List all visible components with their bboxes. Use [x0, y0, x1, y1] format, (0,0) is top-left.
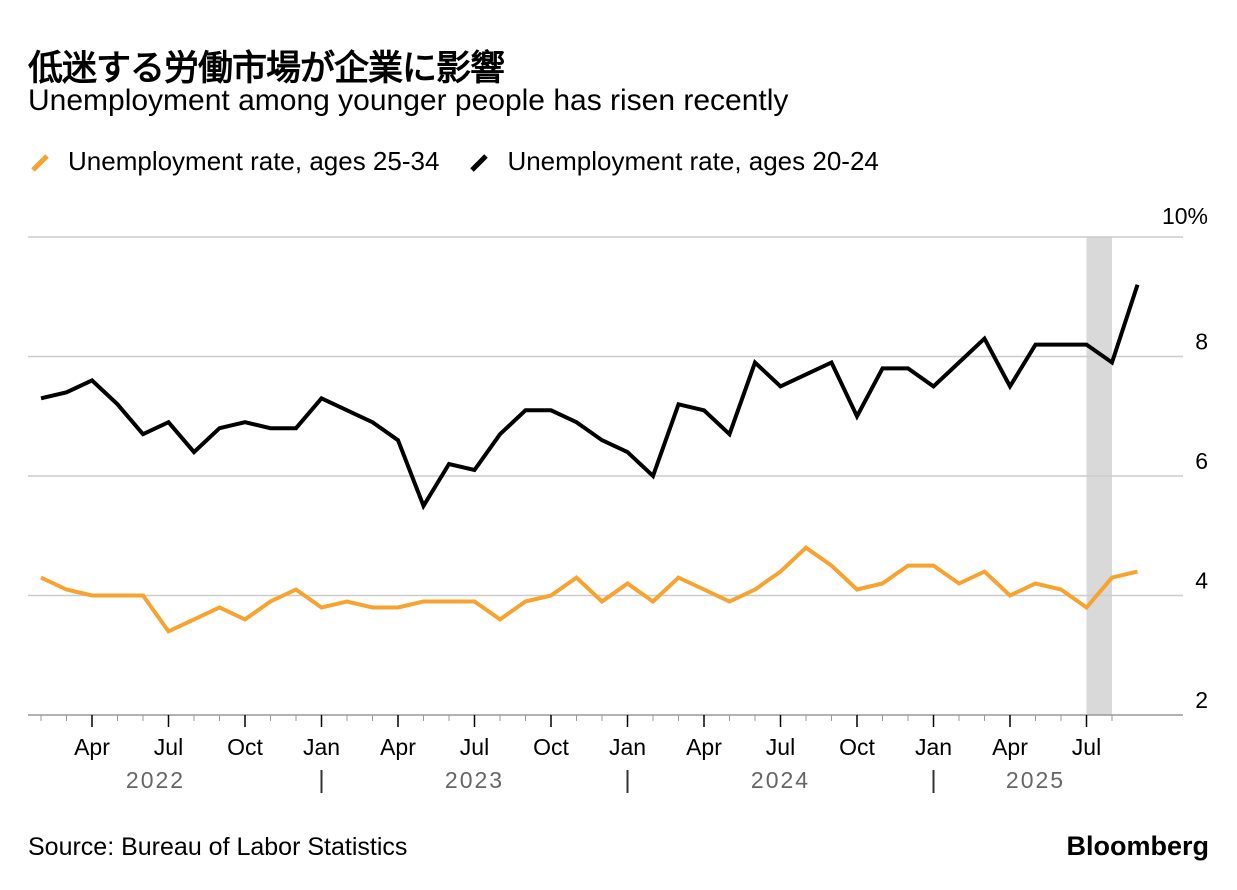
y-tick-label: 8	[1195, 329, 1208, 355]
x-year-label: 2025	[1006, 767, 1065, 793]
x-tick-label: Jan	[915, 734, 952, 760]
brand-logo: Bloomberg	[1066, 831, 1209, 861]
y-tick-label: 6	[1195, 448, 1208, 474]
x-tick-label: Oct	[839, 734, 875, 760]
chart-title: 低迷する労働市場が企業に影響	[28, 49, 505, 89]
source-note: Source: Bureau of Labor Statistics	[28, 833, 408, 861]
legend-label-20-24: Unemployment rate, ages 20-24	[507, 146, 879, 176]
legend-swatch-black-icon	[470, 153, 489, 172]
x-year-label: 2022	[126, 767, 185, 793]
legend-swatch-orange-icon	[31, 153, 49, 172]
x-tick-label: Jan	[303, 734, 340, 760]
x-year-label: 2024	[751, 767, 810, 793]
y-tick-label: 4	[1195, 568, 1208, 594]
legend-item-20-24: Unemployment rate, ages 20-24	[467, 146, 879, 177]
x-tick-label: Jul	[460, 734, 489, 760]
x-tick-label: Oct	[227, 734, 263, 760]
x-tick-label: Apr	[380, 734, 416, 760]
chart-subtitle: Unemployment among younger people has ri…	[28, 84, 789, 117]
x-tick-label: Apr	[686, 734, 722, 760]
x-tick-label: Jan	[609, 734, 646, 760]
series-line-20-24	[40, 284, 1140, 511]
x-tick-label: Apr	[992, 734, 1028, 760]
y-tick-label: 10%	[1162, 203, 1208, 229]
legend-label-25-34: Unemployment rate, ages 25-34	[68, 146, 440, 176]
y-tick-label: 2	[1195, 687, 1208, 713]
x-year-label: 2023	[445, 767, 504, 793]
legend: Unemployment rate, ages 25-34 Unemployme…	[28, 146, 907, 177]
x-tick-label: Jul	[766, 734, 795, 760]
x-tick-label: Jul	[154, 734, 183, 760]
line-chart: 2 4 6 8 10% Apr Jul Oct Jan Apr Jul Oct Jan Apr Jul Oct…	[28, 203, 1208, 793]
series-line-25-34	[40, 545, 1138, 634]
x-tick-label: Jul	[1072, 734, 1101, 760]
legend-item-25-34: Unemployment rate, ages 25-34	[28, 146, 439, 177]
x-tick-label: Apr	[74, 734, 110, 760]
x-tick-label: Oct	[533, 734, 569, 760]
